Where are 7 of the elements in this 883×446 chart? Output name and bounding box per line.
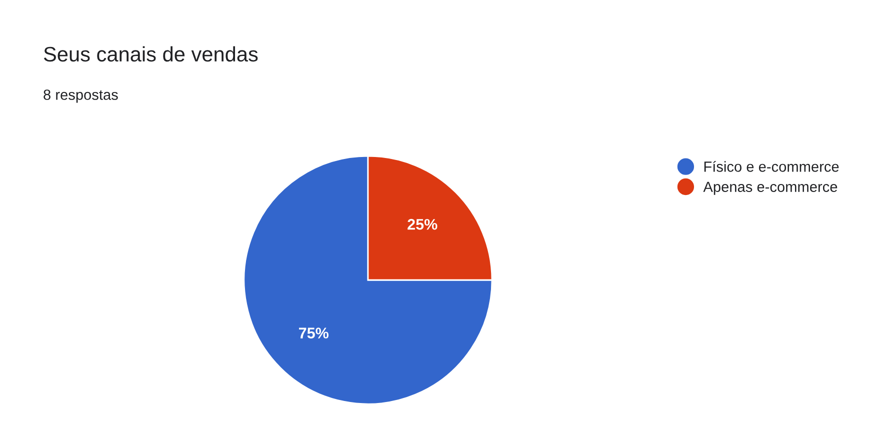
data-label: 25% (408, 218, 438, 230)
text: 8 respostas (44, 90, 118, 103)
pie-slice (243, 155, 493, 405)
data-label: 75% (299, 328, 329, 338)
legend-label: Apenas e-commerce (703, 182, 838, 195)
chart-title: Seus canais de vendas (44, 46, 258, 62)
legend-label: Físico e e-commerce (704, 160, 839, 172)
